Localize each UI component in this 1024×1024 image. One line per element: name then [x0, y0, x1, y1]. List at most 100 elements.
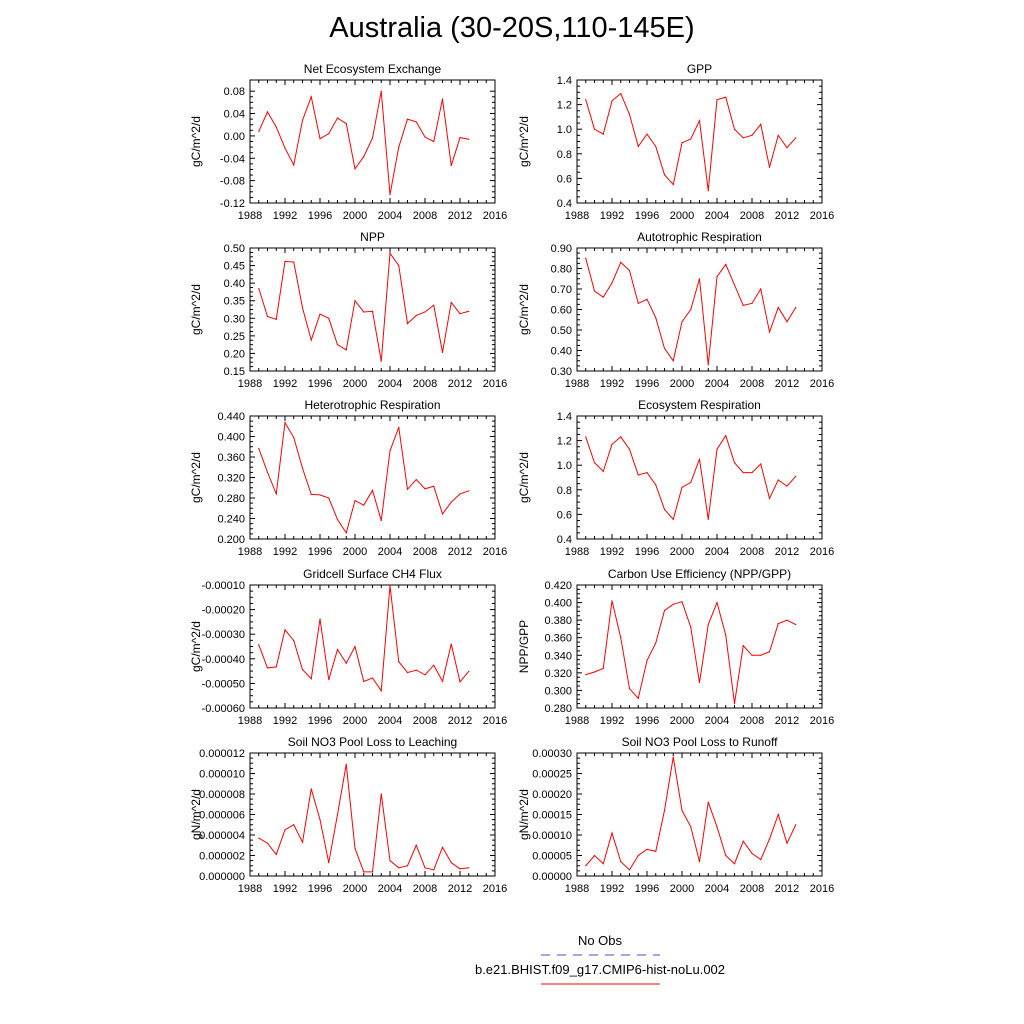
data-point — [258, 644, 260, 646]
x-tick-label: 1988 — [238, 715, 262, 727]
data-point — [795, 824, 797, 826]
y-tick-label: 0.280 — [217, 493, 245, 505]
data-point — [275, 126, 277, 128]
x-tick-label: 1988 — [565, 715, 589, 727]
x-tick-label: 2016 — [810, 546, 834, 558]
series-line — [258, 251, 469, 362]
data-point — [690, 626, 692, 628]
data-point — [258, 287, 260, 290]
data-point — [690, 308, 692, 311]
data-point — [760, 859, 762, 861]
data-point — [795, 137, 797, 139]
data-point — [751, 471, 753, 474]
data-point — [433, 664, 435, 666]
data-point — [380, 90, 382, 92]
data-point — [733, 863, 736, 865]
data-point — [681, 809, 683, 812]
data-point — [406, 671, 409, 674]
y-tick-label: -0.00050 — [202, 678, 245, 690]
x-tick-label: 2004 — [378, 210, 402, 222]
data-point — [319, 138, 321, 140]
data-point — [768, 497, 771, 500]
data-point — [637, 697, 639, 699]
data-point — [672, 518, 674, 520]
y-tick-label: 0.8 — [557, 149, 572, 161]
y-axis-label: gC/m^2/d — [517, 452, 531, 503]
y-tick-label: 0.420 — [544, 580, 572, 592]
data-point — [742, 471, 744, 474]
data-point — [284, 147, 286, 149]
data-point — [450, 164, 452, 167]
y-tick-label: 1.0 — [557, 124, 572, 136]
panel-2: 1988 1992 1996 2000 2004 2008 2012 2016 0.4 0.6 0.… — [517, 62, 834, 222]
series-line — [258, 585, 470, 693]
data-point — [328, 862, 330, 864]
y-tick-label: 0.00025 — [532, 769, 572, 781]
data-point — [742, 137, 744, 139]
panel-title: Gridcell Surface CH4 Flux — [303, 567, 442, 581]
y-tick-label: -0.00020 — [202, 605, 245, 617]
data-point — [585, 99, 587, 101]
y-tick-label: 0.00015 — [532, 810, 572, 822]
panel-title: Carbon Use Efficiency (NPP/GPP) — [608, 567, 791, 581]
y-tick-label: 0.20 — [224, 348, 245, 360]
data-point — [646, 659, 648, 662]
x-tick-label: 1988 — [565, 883, 589, 895]
data-point — [646, 471, 648, 474]
x-tick-label: 2008 — [413, 883, 437, 895]
data-point — [663, 609, 666, 612]
y-tick-label: -0.00030 — [202, 629, 245, 641]
x-tick-label: 2004 — [705, 210, 729, 222]
data-point — [336, 344, 339, 346]
data-point — [751, 654, 753, 656]
x-tick-label: 1996 — [308, 378, 332, 390]
x-tick-label: 2004 — [705, 715, 729, 727]
data-point — [415, 669, 417, 671]
data-point — [716, 99, 718, 101]
x-tick-label: 2016 — [483, 546, 507, 558]
x-tick-label: 2016 — [483, 715, 507, 727]
x-tick-label: 1996 — [308, 210, 332, 222]
x-tick-label: 1996 — [308, 546, 332, 558]
data-point — [628, 269, 631, 272]
data-point — [611, 282, 613, 284]
data-point — [733, 128, 736, 130]
data-point — [628, 869, 631, 871]
series-line — [585, 92, 797, 191]
data-point — [585, 257, 587, 259]
x-tick-label: 2012 — [448, 378, 472, 390]
panel-1: 1988 1992 1996 2000 2004 2008 2012 2016 -0.12 -0.… — [189, 62, 507, 222]
y-tick-label: 0.30 — [551, 366, 572, 378]
data-point — [646, 848, 648, 850]
panel-title: Soil NO3 Pool Loss to Runoff — [622, 735, 779, 749]
figure-title: Australia (30-20S,110-145E) — [329, 12, 695, 44]
y-axis-label: NPP/GPP — [517, 620, 531, 673]
x-tick-label: 2012 — [775, 378, 799, 390]
y-tick-label: 0.000006 — [199, 810, 245, 822]
data-point — [415, 478, 417, 481]
y-tick-label: 1.2 — [557, 436, 572, 448]
data-point — [716, 826, 718, 828]
data-point — [441, 846, 444, 848]
panel-title: GPP — [687, 62, 712, 76]
panel-title: Heterotrophic Respiration — [304, 398, 440, 412]
data-point — [681, 142, 683, 144]
x-tick-label: 2016 — [483, 883, 507, 895]
data-point — [672, 360, 674, 362]
data-point — [415, 121, 417, 123]
panel-title: Ecosystem Respiration — [638, 398, 761, 412]
x-tick-label: 1996 — [635, 883, 659, 895]
data-point — [786, 619, 788, 621]
data-point — [336, 648, 339, 651]
y-tick-label: 0.340 — [544, 650, 572, 662]
data-point — [433, 140, 435, 143]
y-tick-label: 0.8 — [557, 485, 572, 497]
data-point — [266, 315, 269, 318]
data-point — [266, 471, 269, 473]
plot-frame — [576, 752, 823, 877]
x-tick-label: 2012 — [448, 210, 472, 222]
data-point — [602, 470, 604, 472]
y-tick-label: 0.4 — [557, 198, 572, 210]
x-tick-label: 1992 — [273, 210, 297, 222]
data-point — [620, 92, 622, 95]
